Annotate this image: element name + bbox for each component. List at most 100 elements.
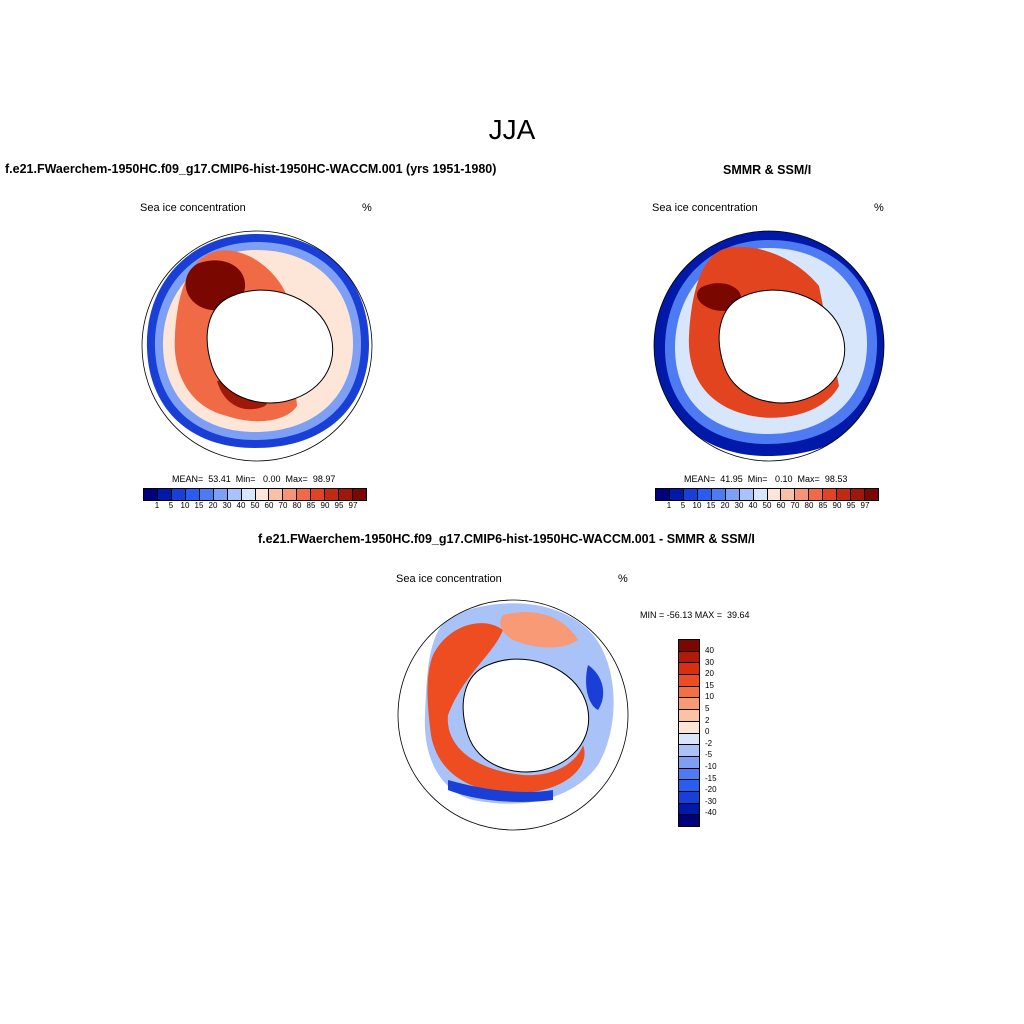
antarctica-landmass xyxy=(206,289,334,404)
obs-colorbar-tick-label: 10 xyxy=(692,501,702,510)
model-colorbar-tick-label: 80 xyxy=(292,501,302,510)
figure-title: JJA xyxy=(488,114,536,145)
obs-colorbar-tick-label: 1 xyxy=(666,501,672,510)
diff-colorbar-swatch xyxy=(679,675,699,687)
obs-colorbar-tick-label: 85 xyxy=(818,501,828,510)
diff-colorbar-tick-label: -20 xyxy=(705,785,717,795)
model-colorbar-swatch xyxy=(227,489,242,500)
diff-colorbar-swatch xyxy=(679,710,699,722)
diff-colorbar-tick-label: -10 xyxy=(705,761,717,771)
model-colorbar-tick-label: 15 xyxy=(194,501,204,510)
diff-colorbar-swatch xyxy=(679,803,699,816)
colorbar-swatches xyxy=(655,488,879,501)
map-boundary xyxy=(141,230,373,462)
obs-colorbar-tick-label: 97 xyxy=(860,501,870,510)
ice-max-weddell xyxy=(696,283,742,311)
model-polar-map xyxy=(141,230,373,462)
model-colorbar-swatch xyxy=(325,489,340,500)
model-colorbar-tick-label: 85 xyxy=(306,501,316,510)
diff-colorbar-swatch xyxy=(679,745,699,757)
obs-colorbar-swatch xyxy=(683,489,698,500)
model-colorbar-swatch xyxy=(269,489,284,500)
diff-colorbar-swatch xyxy=(679,733,699,746)
obs-colorbar-tick-label: 30 xyxy=(734,501,744,510)
diff-variable-label: Sea ice concentration xyxy=(396,573,502,585)
diff-colorbar-swatch xyxy=(679,780,699,792)
obs-units-label: % xyxy=(874,202,884,214)
obs-colorbar-tick-label: 50 xyxy=(762,501,772,510)
antarctica-landmass xyxy=(462,658,590,773)
diff-colorbar-swatch xyxy=(679,651,699,664)
obs-panel-title: SMMR & SSM/I xyxy=(723,163,812,177)
diff-colorbar-tick-label: -40 xyxy=(705,808,717,818)
obs-polar-map xyxy=(653,230,885,462)
model-colorbar-tick-label: 30 xyxy=(222,501,232,510)
diff-colorbar-swatch xyxy=(679,698,699,711)
diff-colorbar-tick-label: -30 xyxy=(705,796,717,806)
obs-colorbar-swatch xyxy=(656,489,670,500)
obs-colorbar-tick-label: 70 xyxy=(790,501,800,510)
diff-colorbar-swatch xyxy=(679,663,699,676)
model-colorbar-swatch xyxy=(171,489,186,500)
diff-colorbar-swatch xyxy=(679,721,699,734)
model-colorbar-tick-label: 10 xyxy=(180,501,190,510)
diff-colorbar-swatch xyxy=(679,640,699,652)
obs-colorbar-tick-label: 60 xyxy=(776,501,786,510)
model-units-label: % xyxy=(362,202,372,214)
model-colorbar-tick-label: 70 xyxy=(278,501,288,510)
model-colorbar-swatch xyxy=(297,489,312,500)
diff-colorbar-ticks: 40 30 20 15 10 5 2 0 -2 -5 -10 -15 -20 -30 -40 xyxy=(705,645,717,819)
model-colorbar-swatch xyxy=(339,489,354,500)
colorbar-ticks: 1 5 10 15 20 30 40 50 60 70 80 85 90 95 97 xyxy=(655,501,879,510)
model-colorbar-tick-label: 95 xyxy=(334,501,344,510)
model-colorbar-tick-label: 1 xyxy=(154,501,160,510)
diff-colorbar xyxy=(678,639,700,827)
diff-colorbar-swatch xyxy=(679,791,699,804)
diff-band-neg-strong xyxy=(586,665,604,710)
diff-panel-title: f.e21.FWaerchem-1950HC.f09_g17.CMIP6-his… xyxy=(258,532,755,546)
diff-colorbar-tick-label: -15 xyxy=(705,773,717,783)
model-colorbar-swatch xyxy=(353,489,366,500)
model-colorbar: 1 5 10 15 20 30 40 50 60 70 80 85 90 95 97 xyxy=(143,488,367,510)
obs-colorbar-swatch xyxy=(767,489,782,500)
diff-stats: MIN = -56.13 MAX = 39.64 xyxy=(640,610,750,620)
obs-colorbar-swatch xyxy=(753,489,768,500)
obs-colorbar-swatch xyxy=(725,489,740,500)
map-boundary xyxy=(653,230,885,462)
obs-colorbar-swatch xyxy=(795,489,810,500)
diff-colorbar-tick-label: 5 xyxy=(705,703,710,713)
obs-colorbar-swatch xyxy=(697,489,712,500)
diff-colorbar-tick-label: -5 xyxy=(705,750,713,760)
diff-polar-map xyxy=(397,599,629,831)
diff-colorbar-tick-label: -2 xyxy=(705,738,713,748)
model-colorbar-swatch xyxy=(185,489,200,500)
diff-colorbar-tick-label: 40 xyxy=(705,646,714,655)
obs-stats: MEAN= 41.95 Min= 0.10 Max= 98.53 xyxy=(684,474,848,484)
diff-colorbar-swatch xyxy=(679,815,699,826)
model-colorbar-swatch xyxy=(255,489,270,500)
diff-colorbar-swatch xyxy=(679,686,699,699)
obs-colorbar-tick-label: 5 xyxy=(680,501,686,510)
obs-colorbar-swatch xyxy=(837,489,852,500)
model-colorbar-swatch xyxy=(213,489,228,500)
model-stats: MEAN= 53.41 Min= 0.00 Max= 98.97 xyxy=(172,474,336,484)
obs-variable-label: Sea ice concentration xyxy=(652,202,758,214)
diff-colorbar-tick-label: 10 xyxy=(705,692,714,702)
model-colorbar-tick-label: 20 xyxy=(208,501,218,510)
model-colorbar-swatch xyxy=(283,489,298,500)
antarctica-landmass xyxy=(718,289,846,404)
diff-colorbar-swatch xyxy=(679,756,699,769)
diff-colorbar-tick-label: 2 xyxy=(705,715,710,725)
obs-colorbar-swatch xyxy=(669,489,684,500)
model-colorbar-tick-label: 90 xyxy=(320,501,330,510)
model-panel-title: f.e21.FWaerchem-1950HC.f09_g17.CMIP6-his… xyxy=(5,162,497,176)
model-variable-label: Sea ice concentration xyxy=(140,202,246,214)
diff-colorbar-tick-label: 30 xyxy=(705,657,714,667)
obs-colorbar-swatch xyxy=(711,489,726,500)
obs-colorbar-swatch xyxy=(823,489,838,500)
colorbar-swatches xyxy=(143,488,367,501)
obs-colorbar-tick-label: 95 xyxy=(846,501,856,510)
diff-colorbar-tick-label: 20 xyxy=(705,669,714,679)
model-colorbar-swatch xyxy=(144,489,158,500)
diff-colorbar-swatch xyxy=(679,768,699,781)
